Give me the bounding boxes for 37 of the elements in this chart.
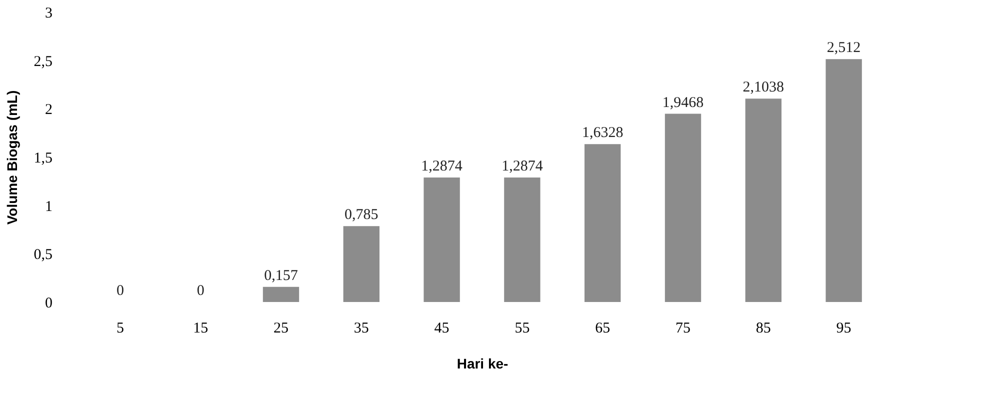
x-tick-label: 15 (193, 320, 208, 336)
y-tick-label: 1,5 (34, 150, 52, 166)
data-label: 1,2874 (502, 158, 544, 175)
y-tick-label: 0,5 (34, 247, 52, 264)
y-axis-title: Volume Biogas (mL) (4, 90, 20, 225)
x-tick-label: 75 (676, 320, 691, 336)
data-label: 1,9468 (662, 94, 704, 111)
y-tick-label: 3 (45, 6, 52, 22)
bar (826, 59, 862, 302)
data-label: 2,512 (826, 40, 861, 56)
data-label: 0,785 (344, 207, 378, 224)
y-tick-label: 0 (45, 296, 52, 312)
x-tick-label: 65 (595, 320, 610, 336)
x-axis-title: Hari ke- (456, 356, 509, 372)
bar (424, 178, 460, 302)
x-tick-label: 85 (756, 320, 771, 336)
data-label: 1,2874 (421, 158, 463, 175)
y-tick-label: 2 (45, 102, 52, 118)
bar (584, 144, 621, 302)
bar (664, 114, 702, 302)
data-label: 0 (116, 283, 124, 299)
x-tick-label: 45 (434, 320, 450, 336)
y-tick-label: 1 (45, 198, 52, 215)
x-tick-label: 5 (116, 320, 124, 336)
bar (343, 226, 380, 302)
x-tick-label: 25 (273, 320, 288, 336)
bar (745, 98, 782, 302)
data-label: 2,1038 (742, 80, 784, 96)
x-tick-label: 35 (354, 320, 369, 336)
data-label: 0,157 (264, 268, 298, 284)
data-label: 1,6328 (582, 125, 624, 142)
x-tick-label: 95 (836, 320, 852, 336)
y-tick-label: 2,5 (34, 54, 52, 70)
bar (262, 286, 300, 302)
bar (504, 178, 540, 302)
data-label: 0 (196, 283, 204, 299)
x-tick-label: 55 (514, 320, 530, 336)
